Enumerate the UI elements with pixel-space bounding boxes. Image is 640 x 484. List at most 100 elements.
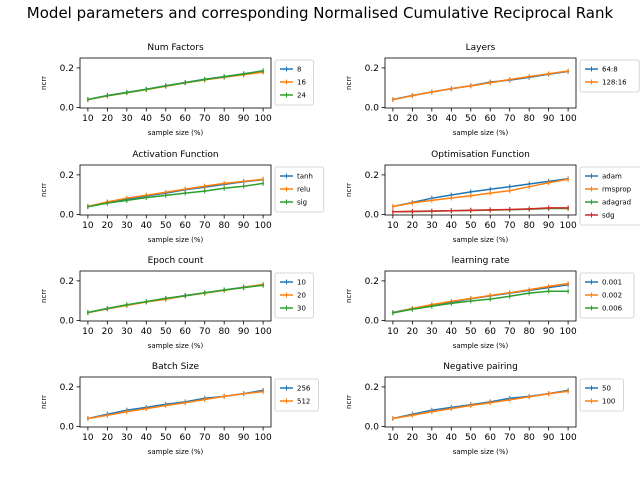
legend-label: rmsprop (602, 186, 632, 194)
x-tick-label: 90 (543, 327, 555, 337)
x-tick-label: 20 (407, 433, 419, 443)
data-point (86, 417, 89, 420)
x-tick-label: 60 (485, 327, 497, 337)
subplot-optimisation-function: Optimisation Function 10 20 30 40 50 60 70 80 90 1… (345, 150, 640, 244)
data-point (469, 209, 472, 212)
legend-label: 0.006 (602, 305, 623, 313)
data-point (391, 417, 394, 420)
x-tick-label: 30 (426, 433, 438, 443)
data-point (223, 187, 226, 190)
figure-title: Model parameters and corresponding Norma… (26, 4, 614, 22)
subplot-negative-pairing: Negative pairing 10 20 30 40 50 60 70 80 90 100 0.0… (345, 362, 624, 456)
data-point (430, 410, 433, 413)
y-tick-label: 0.0 (365, 210, 380, 220)
data-point (164, 404, 167, 407)
legend-label: sig (297, 199, 307, 207)
y-tick-label: 0.2 (60, 64, 74, 74)
x-tick-label: 60 (485, 114, 497, 124)
data-point (567, 178, 570, 181)
data-point (145, 88, 148, 91)
x-tick-label: 80 (218, 433, 230, 443)
x-tick-label: 30 (426, 327, 438, 337)
x-axis-label: sample size (%) (453, 448, 509, 456)
axes-frame (79, 57, 272, 109)
data-point (528, 207, 531, 210)
legend-label: 64:8 (602, 66, 618, 74)
data-point (125, 199, 128, 202)
x-tick-label: 80 (523, 327, 535, 337)
data-point (262, 390, 265, 393)
y-axis-label: ncrr (40, 289, 48, 303)
x-tick-label: 80 (523, 433, 535, 443)
x-tick-label: 70 (504, 327, 516, 337)
data-point (164, 297, 167, 300)
axes-frame (79, 376, 272, 428)
x-tick-label: 10 (387, 327, 399, 337)
subplot-title: Batch Size (152, 362, 200, 372)
subplot-title: Optimisation Function (431, 150, 530, 160)
series-line (392, 178, 569, 208)
legend-box (274, 59, 314, 106)
x-tick-label: 60 (180, 433, 192, 443)
data-point (145, 300, 148, 303)
x-tick-label: 50 (160, 327, 172, 337)
data-point (125, 303, 128, 306)
subplot-title: Num Factors (147, 43, 204, 53)
x-tick-label: 60 (180, 327, 192, 337)
legend: adam rmsprop adagrad sdg (579, 166, 640, 226)
data-point (125, 410, 128, 413)
axes-frame (384, 376, 577, 428)
data-point (184, 401, 187, 404)
legend-label: 100 (602, 398, 615, 406)
data-point (489, 192, 492, 194)
x-axis-label: sample size (%) (148, 236, 204, 244)
data-point (242, 286, 245, 289)
data-point (567, 70, 570, 72)
x-tick-label: 20 (102, 221, 114, 231)
y-tick-label: 0.2 (60, 383, 74, 393)
data-point (567, 390, 570, 393)
data-point (469, 300, 472, 302)
data-point (184, 192, 187, 194)
x-tick-label: 10 (82, 327, 94, 337)
data-point (203, 78, 206, 81)
series-line (87, 390, 264, 420)
legend-label: tanh (297, 173, 313, 181)
data-point (528, 288, 531, 291)
x-tick-label: 80 (218, 327, 230, 337)
x-tick-label: 40 (141, 114, 153, 124)
data-point (391, 98, 394, 101)
data-point (184, 295, 187, 297)
y-axis-label: ncrr (40, 76, 48, 90)
x-tick-label: 20 (407, 327, 419, 337)
x-tick-label: 30 (121, 114, 133, 124)
data-point (203, 291, 206, 294)
y-axis-label: ncrr (40, 183, 48, 197)
data-point (223, 75, 226, 78)
data-point (547, 285, 550, 288)
series-line (392, 282, 569, 314)
y-tick-label: 0.2 (60, 171, 74, 181)
legend-box (274, 166, 325, 213)
data-point (508, 291, 511, 294)
data-point (430, 210, 433, 212)
data-point (242, 73, 245, 75)
x-tick-label: 10 (387, 433, 399, 443)
x-axis-label: sample size (%) (453, 342, 509, 350)
series-line (87, 71, 264, 101)
x-tick-label: 100 (255, 433, 272, 443)
y-tick-label: 0.2 (365, 64, 379, 74)
data-point (184, 81, 187, 84)
x-tick-label: 40 (446, 221, 458, 231)
data-point (430, 91, 433, 93)
x-tick-label: 60 (485, 433, 497, 443)
x-tick-label: 40 (141, 433, 153, 443)
x-tick-label: 70 (199, 327, 211, 337)
data-point (508, 208, 511, 211)
x-tick-label: 40 (141, 221, 153, 231)
data-point (262, 178, 265, 181)
series-line (392, 178, 569, 208)
data-point (469, 84, 472, 87)
data-point (184, 188, 187, 191)
data-point (567, 282, 570, 285)
